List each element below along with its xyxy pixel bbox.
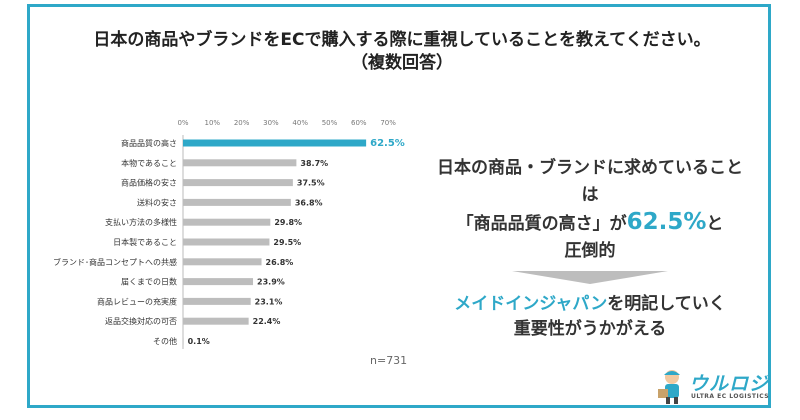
data-label: 0.1%	[188, 337, 210, 346]
category-label: 送料の安さ	[137, 197, 177, 207]
infographic-frame: 日本の商品やブランドをECで購入する際に重視していることを教えてください。 （複…	[27, 4, 771, 408]
message-line-4: メイドインジャパンを明記していく	[430, 292, 750, 317]
bar	[183, 278, 254, 286]
sample-size-note: n=731	[370, 354, 408, 367]
category-label: 日本製であること	[113, 237, 177, 247]
message-line-5: 重要性がうかがえる	[513, 319, 667, 339]
bar	[183, 317, 249, 325]
category-label: 商品品質の高さ	[121, 138, 177, 148]
x-tick-label: 10%	[205, 119, 221, 127]
x-tick-label: 40%	[292, 119, 308, 127]
bar	[183, 337, 184, 345]
chart-title: 日本の商品やブランドをECで購入する際に重視していることを教えてください。 （複…	[30, 29, 774, 75]
category-label: 商品価格の安さ	[121, 178, 177, 188]
bar-chart: 0% 10% 20% 30% 40% 50% 60% 70% 商品品質の高さ 62.5% 本物である…	[53, 119, 405, 349]
bar	[183, 139, 367, 147]
message-percent: 62.5%	[626, 209, 707, 235]
x-tick-label: 60%	[351, 119, 367, 127]
down-arrow-icon	[512, 271, 668, 284]
logo-text: ウルロジ	[689, 373, 770, 395]
data-label: 23.9%	[257, 278, 285, 287]
bar	[183, 297, 251, 305]
data-label: 36.8%	[295, 198, 323, 207]
x-tick-label: 30%	[263, 119, 279, 127]
logo-subtitle: ULTRA EC LOGISTICS	[691, 393, 770, 400]
message-made-in-japan: メイドインジャパン	[454, 294, 608, 314]
title-line-2: （複数回答）	[351, 53, 453, 73]
x-tick-label: 20%	[234, 119, 250, 127]
data-label: 62.5%	[370, 138, 405, 149]
brand-logo: ウルロジ ULTRA EC LOGISTICS	[655, 367, 770, 407]
message-suffix: と	[706, 214, 724, 234]
bar	[183, 198, 291, 206]
message-line-3: 圧倒的	[564, 241, 616, 261]
bar	[183, 159, 297, 167]
category-label: 本物であること	[121, 158, 177, 168]
data-label: 23.1%	[255, 297, 283, 306]
data-label: 37.5%	[297, 179, 325, 188]
data-label: 29.5%	[273, 238, 301, 247]
category-label: その他	[153, 336, 177, 346]
message-quote: 「商品品質の高さ」が	[456, 214, 627, 234]
bar	[183, 258, 262, 266]
x-tick-label: 50%	[322, 119, 338, 127]
bar	[183, 218, 271, 226]
x-tick-label: 0%	[177, 119, 188, 127]
category-label: 届くまでの日数	[121, 277, 177, 287]
message-line-4-rest: を明記していく	[607, 294, 726, 314]
category-label: 商品レビューの充実度	[97, 296, 177, 306]
category-label: 支払い方法の多様性	[105, 217, 177, 227]
data-label: 38.7%	[300, 159, 328, 168]
category-label: 返品交換対応の可否	[105, 316, 177, 326]
title-line-1: 日本の商品やブランドをECで購入する際に重視していることを教えてください。	[93, 30, 711, 50]
key-message: 日本の商品・ブランドに求めていることは 「商品品質の高さ」が62.5%と 圧倒的…	[430, 155, 750, 342]
x-tick-label: 70%	[380, 119, 396, 127]
bar	[183, 238, 270, 246]
message-line-2: 「商品品質の高さ」が62.5%と	[430, 209, 750, 238]
data-label: 26.8%	[266, 258, 294, 267]
category-label: ブランド･商品コンセプトへの共感	[53, 257, 177, 267]
bar	[183, 179, 293, 187]
data-label: 29.8%	[274, 218, 302, 227]
data-label: 22.4%	[253, 317, 281, 326]
message-line-1: 日本の商品・ブランドに求めていることは	[437, 158, 743, 205]
worker-mascot-icon	[658, 370, 680, 404]
